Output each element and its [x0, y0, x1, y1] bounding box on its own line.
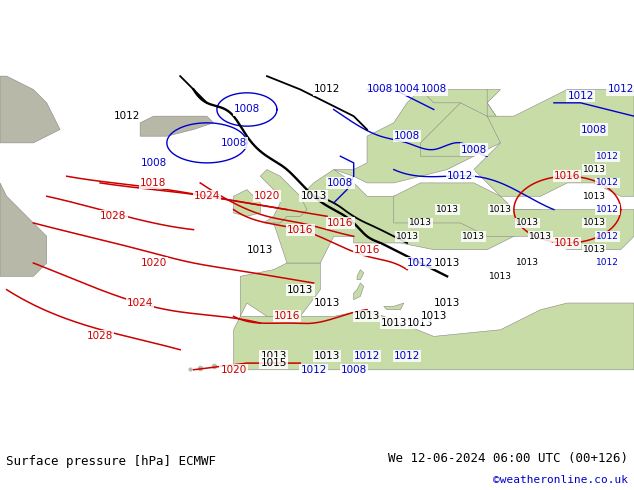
Polygon shape	[354, 283, 364, 300]
Polygon shape	[333, 90, 500, 183]
Text: 1012: 1012	[314, 84, 340, 95]
Text: 1013: 1013	[380, 318, 407, 328]
Text: 1013: 1013	[583, 219, 605, 227]
Polygon shape	[420, 103, 500, 156]
Text: 1028: 1028	[100, 211, 127, 221]
Text: 1008: 1008	[340, 365, 367, 375]
Text: 1013: 1013	[409, 219, 432, 227]
Polygon shape	[384, 303, 404, 310]
Text: 1016: 1016	[554, 238, 581, 248]
Text: 1008: 1008	[327, 178, 354, 188]
Text: 1004: 1004	[394, 84, 420, 95]
Text: 1012: 1012	[596, 205, 619, 214]
Text: 1012: 1012	[113, 111, 140, 121]
Text: 1012: 1012	[596, 152, 619, 161]
Text: 1013: 1013	[436, 205, 458, 214]
Text: 1013: 1013	[515, 259, 539, 268]
Text: 1016: 1016	[554, 171, 581, 181]
Text: 1008: 1008	[581, 124, 607, 135]
Text: 1024: 1024	[194, 191, 220, 201]
Text: 1012: 1012	[596, 178, 619, 187]
Text: 1016: 1016	[327, 218, 354, 228]
Text: 1012: 1012	[354, 351, 380, 362]
Polygon shape	[274, 170, 541, 263]
Text: 1012: 1012	[407, 258, 434, 268]
Text: Surface pressure [hPa] ECMWF: Surface pressure [hPa] ECMWF	[6, 455, 216, 468]
Text: 1013: 1013	[515, 219, 539, 227]
Text: 1015: 1015	[261, 358, 287, 368]
Text: 1020: 1020	[140, 258, 167, 268]
Text: 1012: 1012	[567, 91, 594, 101]
Text: 1013: 1013	[434, 298, 460, 308]
Text: 1013: 1013	[489, 272, 512, 281]
Polygon shape	[240, 263, 320, 317]
Text: 1008: 1008	[461, 145, 487, 154]
Polygon shape	[261, 170, 307, 223]
Text: 1013: 1013	[354, 311, 380, 321]
Text: 1016: 1016	[354, 245, 380, 255]
Text: 1008: 1008	[421, 84, 447, 95]
Text: 1013: 1013	[261, 351, 287, 362]
Text: 1013: 1013	[407, 318, 434, 328]
Text: 1013: 1013	[462, 232, 486, 241]
Text: 1008: 1008	[234, 104, 260, 115]
Text: 1020: 1020	[221, 365, 247, 375]
Polygon shape	[0, 183, 47, 276]
Polygon shape	[140, 116, 214, 136]
Text: 1012: 1012	[301, 365, 327, 375]
Text: 1008: 1008	[367, 84, 394, 95]
Text: 1012: 1012	[607, 84, 634, 95]
Polygon shape	[0, 76, 60, 143]
Polygon shape	[233, 190, 261, 216]
Text: 1008: 1008	[140, 158, 167, 168]
Text: ©weatheronline.co.uk: ©weatheronline.co.uk	[493, 475, 628, 485]
Text: 1013: 1013	[287, 285, 313, 294]
Text: 1013: 1013	[314, 298, 340, 308]
Text: 1013: 1013	[583, 192, 605, 201]
Text: 1018: 1018	[140, 178, 167, 188]
Text: 1024: 1024	[127, 298, 153, 308]
Polygon shape	[394, 183, 634, 249]
Text: 1016: 1016	[287, 224, 313, 235]
Text: 1013: 1013	[529, 232, 552, 241]
Text: 1013: 1013	[583, 245, 605, 254]
Text: 1013: 1013	[434, 258, 460, 268]
Text: 1020: 1020	[254, 191, 280, 201]
Text: 1012: 1012	[596, 259, 619, 268]
Text: 1013: 1013	[314, 351, 340, 362]
Text: 1012: 1012	[448, 171, 474, 181]
Text: We 12-06-2024 06:00 UTC (00+126): We 12-06-2024 06:00 UTC (00+126)	[387, 452, 628, 465]
Text: 1016: 1016	[274, 311, 300, 321]
Text: 1028: 1028	[87, 331, 113, 342]
Polygon shape	[420, 90, 634, 196]
Polygon shape	[357, 270, 364, 280]
Text: 1013: 1013	[583, 165, 605, 174]
Text: 1013: 1013	[420, 311, 447, 321]
Text: 1012: 1012	[596, 232, 619, 241]
Polygon shape	[233, 303, 634, 370]
Text: 1008: 1008	[221, 138, 247, 148]
Text: 1013: 1013	[247, 245, 273, 255]
Text: 1013: 1013	[489, 205, 512, 214]
Text: 1013: 1013	[301, 191, 327, 201]
Text: 1008: 1008	[394, 131, 420, 141]
Text: 1013: 1013	[396, 232, 418, 241]
Text: 1012: 1012	[394, 351, 420, 362]
